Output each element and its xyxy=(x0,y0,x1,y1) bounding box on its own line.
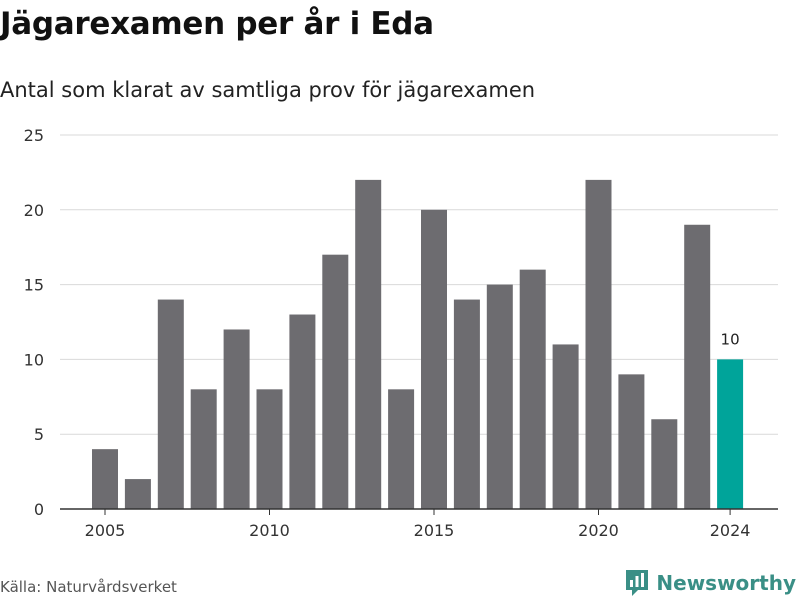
brand-logo: Newsworthy xyxy=(624,568,796,598)
y-tick-label: 15 xyxy=(24,276,44,295)
bar-2018 xyxy=(519,269,546,509)
bar-2007 xyxy=(157,299,184,509)
data-label: 10 xyxy=(721,330,740,348)
bar-2011 xyxy=(289,314,316,509)
bar-2015 xyxy=(421,209,447,510)
bar-2012 xyxy=(322,254,349,509)
y-tick-label: 20 xyxy=(24,201,44,220)
bar-2020 xyxy=(585,179,612,509)
bar-chart: 0 5 10 15 20 25 10 2005 2010 2015 2020 2024 xyxy=(24,126,778,540)
x-tick-label: 2010 xyxy=(249,521,290,540)
y-tick-label: 10 xyxy=(24,350,44,369)
bar-2005 xyxy=(92,449,118,509)
bar-2019 xyxy=(552,344,579,509)
y-tick-label: 25 xyxy=(24,126,44,145)
bar-2024 xyxy=(717,359,744,509)
bar-2021 xyxy=(618,374,645,509)
bar-2006 xyxy=(124,479,151,509)
x-tick-label: 2005 xyxy=(85,521,126,540)
y-tick-label: 5 xyxy=(34,425,44,444)
bar-2023 xyxy=(684,224,711,509)
bar-2016 xyxy=(453,299,480,509)
x-tick-label: 2015 xyxy=(414,521,455,540)
chart-subtitle: Antal som klarat av samtliga prov för jä… xyxy=(0,78,536,102)
bar-2022 xyxy=(651,419,678,509)
bar-chart-logo-icon xyxy=(626,570,649,596)
source-note: Källa: Naturvårdsverket xyxy=(0,578,177,596)
x-tick-label: 2020 xyxy=(578,521,619,540)
bar-2008 xyxy=(190,389,217,509)
bar-2014 xyxy=(388,389,415,509)
x-tick-label: 2024 xyxy=(710,521,751,540)
chart-title: Jägarexamen per år i Eda xyxy=(0,6,434,42)
bar-2017 xyxy=(486,284,513,509)
brand-name: Newsworthy xyxy=(656,571,796,595)
y-tick-label: 0 xyxy=(34,500,44,519)
bar-2010 xyxy=(256,389,283,509)
bar-2013 xyxy=(355,179,382,509)
bar-2009 xyxy=(223,329,250,509)
